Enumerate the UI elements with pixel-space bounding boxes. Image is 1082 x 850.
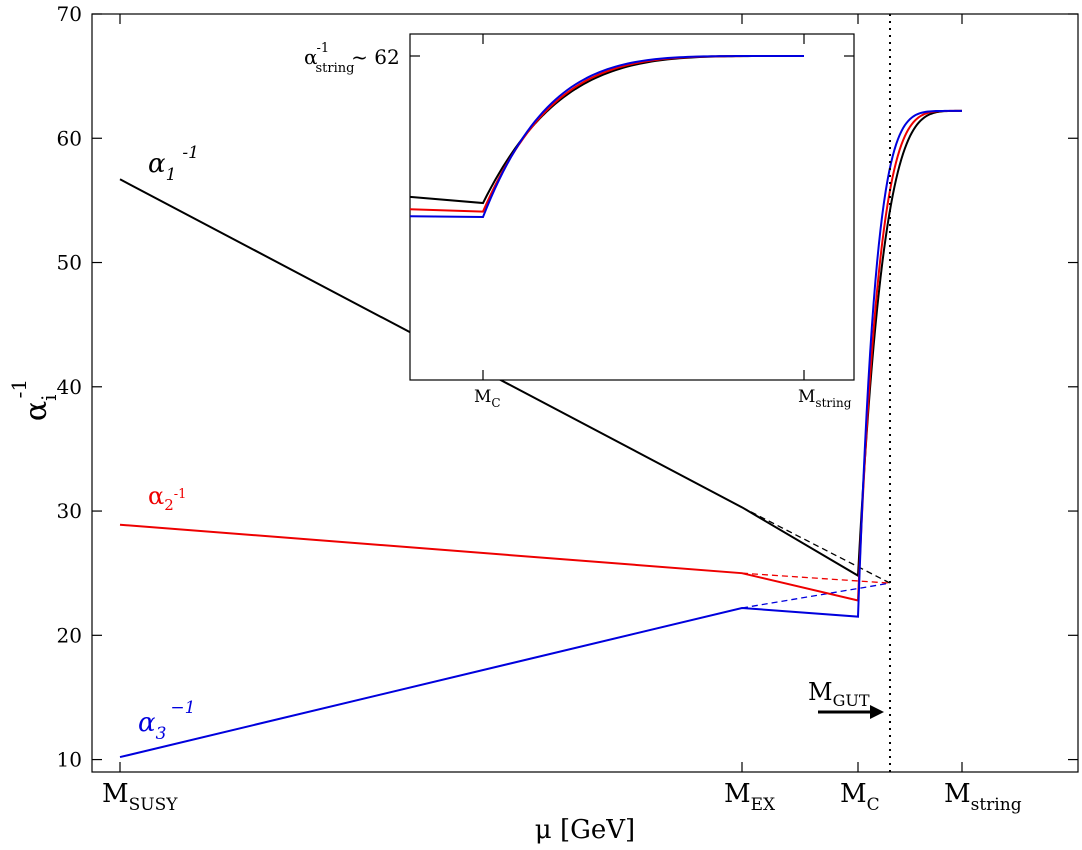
alpha3-line [119, 109, 962, 759]
y-tick-label: 40 [57, 375, 82, 399]
x-tick-label: MSUSY [102, 779, 178, 815]
alpha3-dashed-extrapolation [741, 582, 891, 609]
gut-marker: MGUT [808, 678, 884, 719]
x-axis-title: μ [GeV] [535, 815, 635, 845]
x-tick-label: Mstring [944, 779, 1022, 815]
inset-annotation: αstring-1 ~ 62 [304, 41, 400, 76]
extrapolation-lines [741, 506, 891, 609]
x-axis: MSUSY MEX MC Mstring [102, 14, 1022, 815]
y-tick-label: 70 [57, 2, 82, 26]
alpha2-dashed-extrapolation [741, 572, 891, 584]
gut-label-base: M [808, 678, 833, 706]
inset-xtick-mc: MC [474, 387, 501, 410]
svg-text:MGUT: MGUT [808, 678, 870, 710]
y-tick-label: 20 [57, 623, 82, 647]
gut-arrow-head [870, 705, 884, 719]
alpha2-label: α2-1 [148, 482, 186, 514]
alpha1-label: α1-1 [148, 143, 199, 185]
inset-series-lines [409, 55, 804, 218]
y-tick-label: 10 [57, 748, 82, 772]
y-tick-label: 60 [57, 126, 82, 150]
y-tick-label: 30 [57, 499, 82, 523]
series-lines [119, 109, 963, 759]
y-tick-label: 50 [57, 251, 82, 275]
plot-frame [91, 13, 1079, 773]
x-tick-label: MEX [724, 779, 776, 815]
x-tick-label: MC [840, 779, 880, 815]
gut-label-sub: GUT [833, 691, 870, 710]
inset-frame [409, 33, 855, 381]
alpha1-dashed-extrapolation [741, 506, 891, 584]
y-axis: 10 20 30 40 50 60 70 [57, 2, 1078, 772]
alpha3-inset-line [409, 55, 804, 218]
y-axis-title: αi-1 [7, 379, 61, 421]
inset-xtick-mstring: Mstring [798, 387, 852, 410]
alpha3-label: α3−1 [138, 698, 195, 744]
inset-plot: αstring-1 ~ 62 MC Mstring [304, 33, 855, 410]
